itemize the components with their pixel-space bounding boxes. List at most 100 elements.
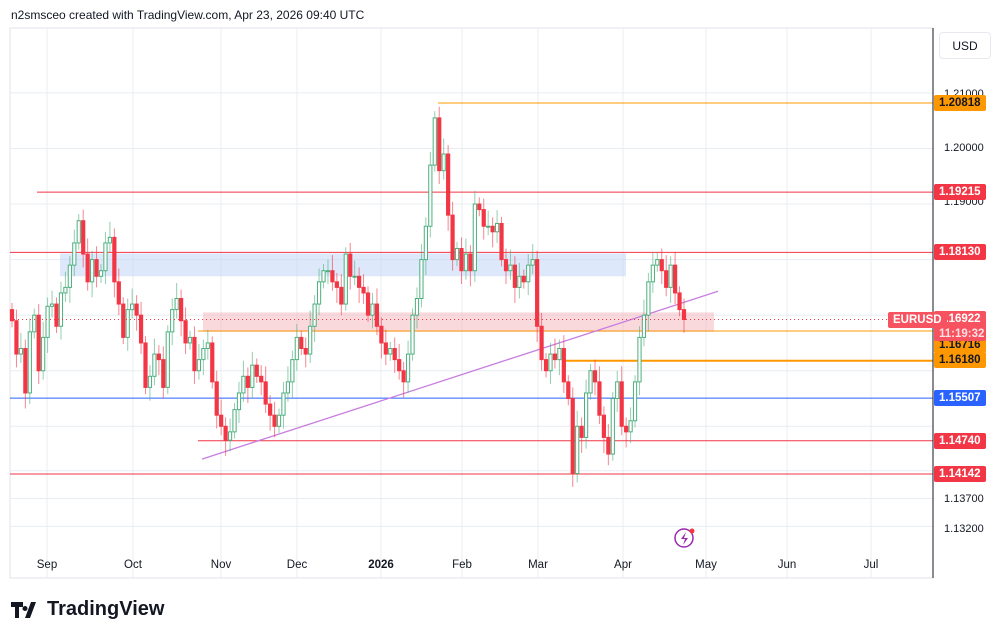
- candle: [165, 325, 170, 395]
- candle: [383, 329, 388, 366]
- candle-body: [606, 436, 611, 455]
- candle: [14, 309, 19, 368]
- candle: [597, 366, 602, 425]
- candle-body: [575, 425, 580, 475]
- candle: [32, 308, 37, 339]
- candle-body: [423, 225, 428, 261]
- candle: [27, 318, 32, 405]
- candle-body: [138, 314, 144, 344]
- candle: [170, 298, 175, 346]
- candle-body: [352, 275, 357, 278]
- candle-body: [14, 320, 19, 355]
- candle-body: [659, 259, 664, 272]
- candle: [325, 259, 331, 285]
- candle-body: [223, 425, 228, 441]
- candle: [361, 274, 366, 305]
- candle-body: [619, 381, 624, 427]
- candle-body: [588, 370, 593, 394]
- candle-body: [32, 314, 37, 333]
- candle: [557, 339, 562, 376]
- candle-body: [677, 292, 682, 311]
- candle-body: [156, 353, 161, 361]
- candle-body: [325, 270, 331, 273]
- candle: [192, 326, 197, 385]
- candle-body: [36, 314, 41, 372]
- candle-body: [187, 336, 193, 344]
- candle-body: [214, 381, 219, 416]
- candle-body: [450, 214, 455, 261]
- candle-body: [641, 314, 647, 338]
- candle-body: [486, 225, 491, 228]
- candle: [664, 255, 669, 297]
- candle-body: [557, 348, 562, 361]
- candle: [54, 297, 59, 333]
- candle: [530, 244, 535, 275]
- candle: [272, 401, 277, 438]
- candle-body: [508, 264, 513, 272]
- time-tick-label: Nov: [211, 559, 232, 571]
- candle: [321, 264, 326, 289]
- candle-body: [174, 297, 179, 311]
- candle: [370, 292, 375, 329]
- time-tick-label: Jun: [778, 559, 797, 571]
- candle-body: [272, 414, 277, 427]
- candle-body: [561, 348, 566, 383]
- candle: [512, 256, 517, 303]
- candle-body: [250, 364, 255, 388]
- candle-body: [494, 222, 500, 233]
- candle-body: [370, 303, 375, 316]
- candle: [517, 262, 522, 299]
- candle-body: [134, 303, 139, 316]
- candle-body: [437, 117, 442, 172]
- tradingview-logo[interactable]: TradingView: [11, 598, 164, 621]
- candle: [268, 395, 273, 431]
- candle-body: [454, 247, 460, 261]
- candle: [401, 361, 406, 398]
- candle-body: [232, 409, 237, 433]
- candle-body: [397, 359, 402, 372]
- candle-body: [414, 297, 420, 316]
- candle-body: [107, 236, 113, 244]
- candle: [374, 288, 380, 336]
- candle-body: [147, 375, 153, 388]
- candle: [58, 281, 64, 340]
- candle-body: [330, 270, 335, 283]
- trendline: [201, 290, 719, 460]
- candle-body: [183, 320, 188, 344]
- candle: [205, 329, 210, 360]
- candle: [583, 379, 589, 449]
- candle: [437, 106, 442, 185]
- currency-button[interactable]: USD: [939, 32, 991, 59]
- candle: [615, 370, 620, 412]
- candle: [655, 252, 660, 272]
- candle: [147, 365, 153, 401]
- candle: [196, 344, 202, 380]
- candle: [521, 269, 526, 289]
- level-price-badge: 1.20818: [934, 95, 986, 111]
- candle: [316, 268, 322, 316]
- candle: [610, 391, 615, 461]
- candle: [414, 287, 420, 329]
- candle-body: [121, 303, 126, 338]
- candle-body: [646, 281, 651, 316]
- candle: [90, 250, 95, 298]
- candle: [285, 366, 291, 402]
- candle: [254, 358, 259, 383]
- candle: [94, 246, 99, 288]
- candle-body: [41, 336, 46, 372]
- candle: [357, 267, 362, 303]
- candle: [646, 272, 651, 331]
- candle: [405, 340, 411, 393]
- candle: [303, 337, 308, 368]
- symbol-label-badge: EURUSD: [888, 311, 947, 328]
- candle-body: [472, 203, 477, 272]
- candle: [446, 145, 451, 231]
- level-price-badge: 1.19215: [934, 184, 986, 201]
- candle: [232, 402, 237, 439]
- candle: [472, 190, 477, 282]
- candle: [423, 217, 428, 276]
- candle-body: [67, 264, 72, 288]
- candle: [619, 366, 624, 436]
- candle: [183, 307, 188, 355]
